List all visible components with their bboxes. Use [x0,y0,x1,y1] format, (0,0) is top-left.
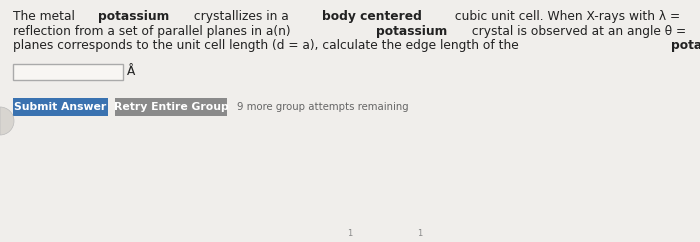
Text: Retry Entire Group: Retry Entire Group [113,101,228,112]
Text: potassium: potassium [671,39,700,52]
Text: reflection from a set of parallel planes in a(n): reflection from a set of parallel planes… [13,24,295,38]
Bar [13,98,108,115]
Text: 1: 1 [347,229,353,238]
Text: The metal: The metal [13,10,78,23]
Text: Å: Å [127,65,135,78]
Bar [115,98,227,115]
Text: cubic unit cell. When X-rays with λ =: cubic unit cell. When X-rays with λ = [451,10,684,23]
Text: 9 more group attempts remaining: 9 more group attempts remaining [237,101,409,112]
Bar [13,63,123,80]
Text: Submit Answer: Submit Answer [15,101,106,112]
Text: 1: 1 [417,229,423,238]
Text: potassium: potassium [376,24,447,38]
Text: body centered: body centered [322,10,422,23]
Text: potassium: potassium [98,10,169,23]
Text: crystal is observed at an angle θ =: crystal is observed at an angle θ = [468,24,690,38]
Text: planes corresponds to the unit cell length (d = a), calculate the edge length of: planes corresponds to the unit cell leng… [13,39,523,52]
Wedge shape [0,107,14,135]
Text: crystallizes in a: crystallizes in a [190,10,293,23]
